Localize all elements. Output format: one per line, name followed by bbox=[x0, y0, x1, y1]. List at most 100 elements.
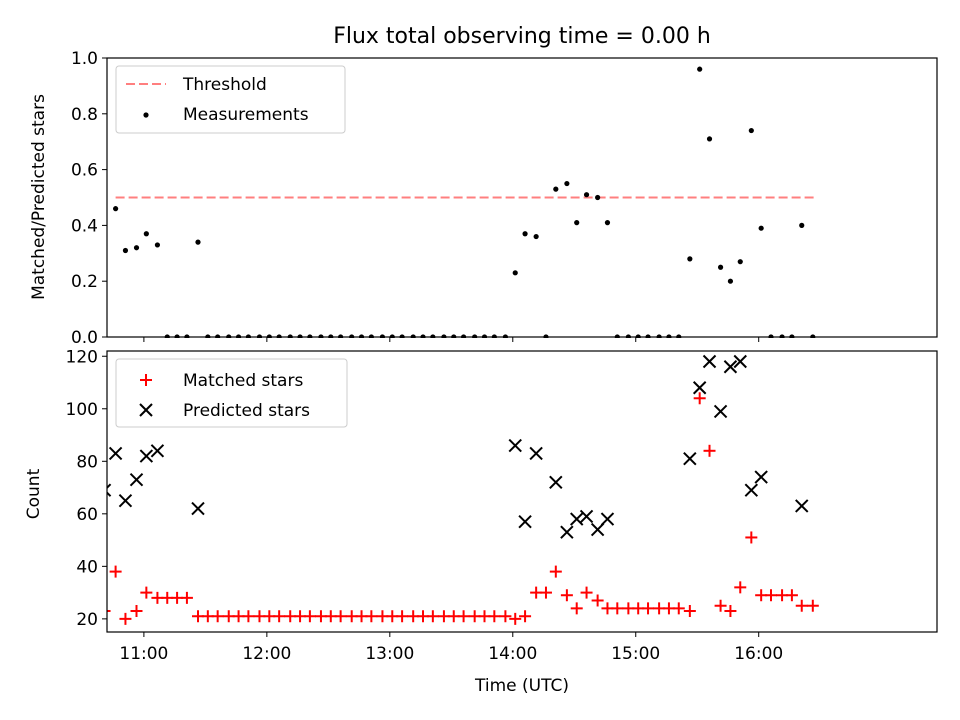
ratio-plot-ylabel: Matched/Predicted stars bbox=[29, 94, 49, 300]
matched-stars-point bbox=[109, 565, 122, 578]
matched-stars-point bbox=[303, 610, 316, 623]
matched-stars-point bbox=[365, 610, 378, 623]
matched-stars-point bbox=[499, 610, 512, 623]
figure-title: Flux total observing time = 0.00 h bbox=[333, 24, 711, 49]
predicted-stars-point bbox=[579, 509, 594, 524]
predicted-stars-point bbox=[683, 451, 697, 466]
measurements-point bbox=[799, 222, 805, 228]
measurements-point bbox=[604, 220, 611, 226]
y-tick-label: 0.0 bbox=[71, 328, 98, 348]
y-tick-label: 0.2 bbox=[71, 272, 98, 292]
measurements-point bbox=[154, 242, 161, 248]
matched-stars-point bbox=[396, 610, 409, 623]
predicted-stars-point bbox=[713, 404, 728, 419]
count-plot: 11:00 12:00 13:00 14:00 15:00 16:00 20 40 60 80 10… bbox=[24, 347, 938, 696]
matched-stars-point bbox=[242, 610, 255, 623]
y-tick-label: 20 bbox=[76, 610, 98, 630]
matched-stars-point bbox=[683, 604, 696, 617]
count-plot-data bbox=[107, 354, 819, 625]
predicted-stars-point bbox=[733, 354, 747, 369]
matched-stars-point bbox=[119, 612, 132, 625]
matched-stars-point bbox=[570, 602, 583, 615]
predicted-stars-point bbox=[754, 470, 768, 484]
legend-threshold-label: Threshold bbox=[182, 75, 267, 95]
measurements-point bbox=[195, 239, 201, 245]
measurements-point bbox=[553, 186, 559, 192]
matched-stars-point bbox=[180, 591, 193, 604]
predicted-stars-point bbox=[150, 444, 165, 458]
count-plot-frame bbox=[106, 350, 938, 633]
count-plot-xlabel: Time (UTC) bbox=[474, 676, 569, 696]
count-plot-axes: 11:00 12:00 13:00 14:00 15:00 16:00 20 40 60 80 10… bbox=[66, 347, 784, 664]
ratio-plot-legend: Threshold Measurements bbox=[115, 65, 346, 134]
predicted-stars-point bbox=[191, 501, 205, 516]
matched-stars-point bbox=[795, 599, 808, 612]
measurements-point bbox=[717, 264, 724, 270]
y-tick-label: 40 bbox=[76, 557, 98, 577]
matched-stars-point bbox=[130, 604, 143, 617]
y-tick-label: 100 bbox=[66, 400, 98, 420]
legend-predicted-swatch bbox=[139, 403, 153, 417]
matched-stars-point bbox=[785, 589, 798, 602]
x-tick-label: 16:00 bbox=[734, 644, 783, 664]
predicted-stars-point bbox=[702, 354, 717, 369]
predicted-stars-point bbox=[518, 514, 532, 529]
matched-stars-point bbox=[140, 586, 153, 599]
measurements-point bbox=[143, 231, 149, 237]
matched-stars-point bbox=[426, 610, 439, 623]
legend-matched-label: Matched stars bbox=[183, 371, 303, 391]
y-tick-label: 60 bbox=[76, 505, 98, 525]
predicted-stars-point bbox=[723, 360, 738, 374]
measurements-point bbox=[748, 127, 754, 134]
matched-stars-point bbox=[560, 589, 573, 602]
measurements-point bbox=[595, 194, 601, 201]
matched-stars-point bbox=[539, 586, 552, 599]
matched-stars-point bbox=[457, 610, 470, 623]
matched-stars-point bbox=[211, 610, 224, 623]
legend-measurements-label: Measurements bbox=[183, 105, 309, 125]
y-tick-label: 0.4 bbox=[71, 216, 98, 236]
count-plot-ylabel: Count bbox=[24, 468, 44, 519]
matched-stars-point bbox=[765, 589, 777, 602]
measurements-point bbox=[113, 206, 119, 212]
matched-stars-point bbox=[488, 610, 501, 623]
matched-stars-point bbox=[580, 586, 593, 599]
matched-stars-point bbox=[642, 602, 655, 615]
x-tick-label: 15:00 bbox=[611, 644, 660, 664]
predicted-stars-point bbox=[560, 525, 574, 539]
predicted-stars-point bbox=[549, 475, 563, 490]
y-tick-label: 80 bbox=[76, 452, 98, 472]
matched-stars-point bbox=[519, 610, 532, 623]
legend-predicted-label: Predicted stars bbox=[183, 401, 310, 421]
measurements-point bbox=[522, 231, 528, 237]
x-tick-label: 13:00 bbox=[365, 644, 414, 664]
legend-box bbox=[115, 358, 348, 428]
ratio-plot-axes: 0.0 0.2 0.4 0.6 0.8 1.0 bbox=[71, 49, 760, 348]
predicted-stars-point bbox=[108, 446, 123, 461]
predicted-stars-point bbox=[590, 522, 605, 537]
matched-stars-point bbox=[107, 609, 111, 612]
matched-stars-point bbox=[745, 531, 758, 544]
matched-stars-point bbox=[611, 602, 624, 615]
measurements-point bbox=[512, 270, 518, 276]
predicted-stars-point bbox=[744, 483, 759, 497]
matched-stars-point bbox=[334, 610, 347, 623]
predicted-stars-point bbox=[508, 438, 522, 453]
measurements-point bbox=[697, 66, 703, 72]
matched-stars-point bbox=[693, 392, 706, 405]
matched-stars-point bbox=[549, 565, 562, 578]
measurements-point bbox=[564, 180, 570, 187]
x-tick-label: 12:00 bbox=[242, 644, 291, 664]
legend-box bbox=[115, 65, 346, 134]
legend-matched-swatch bbox=[140, 374, 152, 386]
measurements-point bbox=[727, 278, 734, 284]
matched-stars-point bbox=[724, 604, 737, 617]
matched-stars-point bbox=[703, 444, 716, 457]
matched-stars-point bbox=[509, 612, 522, 625]
matched-stars-point bbox=[806, 599, 819, 612]
predicted-stars-point bbox=[570, 512, 584, 526]
measurements-point bbox=[533, 233, 539, 240]
predicted-stars-point bbox=[129, 472, 144, 487]
measurements-point bbox=[122, 247, 129, 254]
